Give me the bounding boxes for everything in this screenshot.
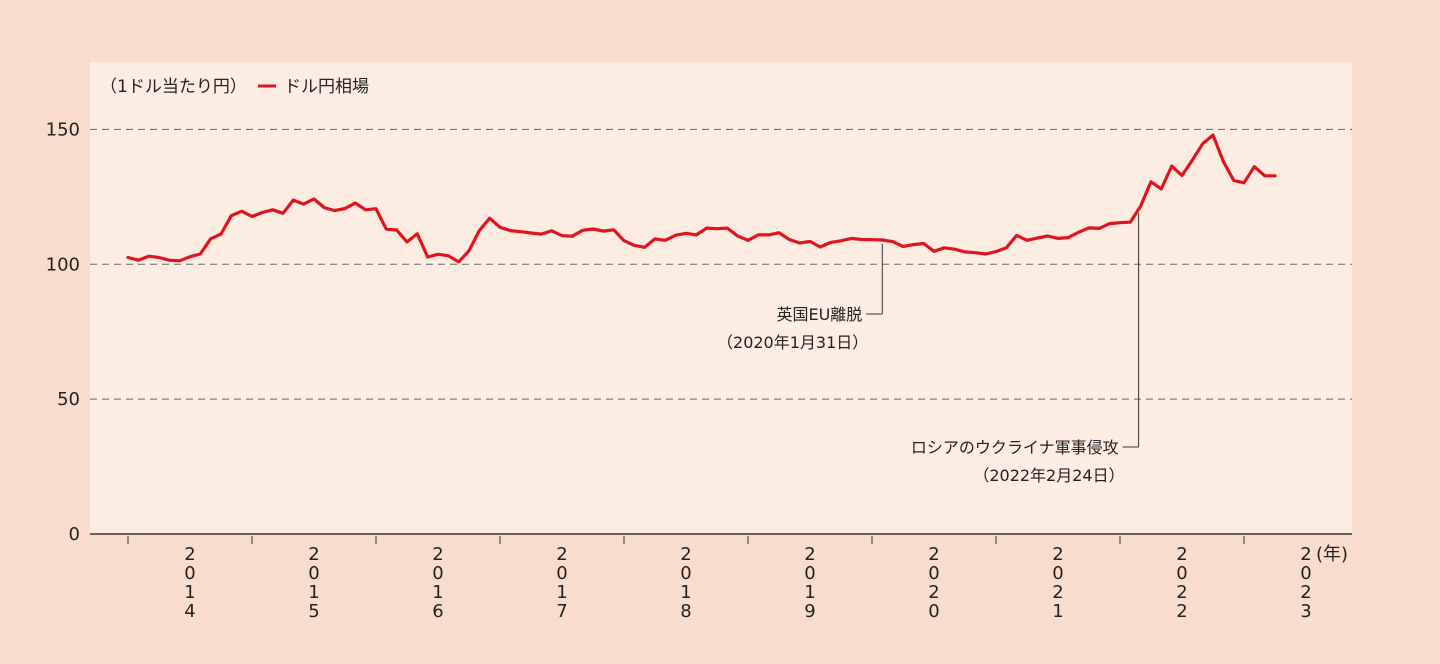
x-year-digit: 0 <box>1176 563 1187 584</box>
annotation-label: ロシアのウクライナ軍事侵攻 <box>911 438 1119 457</box>
x-year-digit: 2 <box>1052 582 1063 603</box>
x-year-digit: 0 <box>928 601 939 622</box>
x-year-digit: 2 <box>1176 544 1187 565</box>
x-year-digit: 1 <box>680 582 691 603</box>
plot-background <box>90 62 1352 534</box>
x-year-label: 2020 <box>928 544 939 622</box>
x-year-digit: 1 <box>184 582 195 603</box>
annotation-label: 英国EU離脱 <box>776 305 862 324</box>
x-year-digit: 0 <box>556 563 567 584</box>
x-unit-label: (年) <box>1316 544 1348 565</box>
x-year-digit: 2 <box>1176 582 1187 603</box>
x-year-digit: 6 <box>432 601 443 622</box>
x-year-digit: 2 <box>680 544 691 565</box>
x-year-digit: 1 <box>308 582 319 603</box>
x-year-label: 2022 <box>1176 544 1187 622</box>
y-tick-label: 50 <box>57 389 80 410</box>
axes: 0501001502014201520162017201820192020202… <box>46 119 1352 622</box>
x-year-digit: 8 <box>680 601 691 622</box>
x-year-digit: 2 <box>556 544 567 565</box>
x-year-digit: 4 <box>184 601 195 622</box>
annotations: 英国EU離脱 （2020年1月31日） ロシアのウクライナ軍事侵攻 （2022年2月2… <box>717 213 1140 485</box>
x-year-digit: 2 <box>1300 582 1311 603</box>
x-year-digit: 0 <box>432 563 443 584</box>
x-year-digit: 5 <box>308 601 319 622</box>
x-year-digit: 2 <box>308 544 319 565</box>
x-year-digit: 0 <box>928 563 939 584</box>
series-line <box>126 133 1277 264</box>
x-year-digit: 0 <box>184 563 195 584</box>
x-year-digit: 1 <box>804 582 815 603</box>
y-unit-label: （1ドル当たり円） <box>100 77 247 97</box>
x-year-digit: 0 <box>804 563 815 584</box>
y-tick-label: 100 <box>46 254 80 275</box>
legend-label: ドル円相場 <box>284 77 369 97</box>
x-year-digit: 2 <box>1176 601 1187 622</box>
legend: （1ドル当たり円） ドル円相場 <box>100 77 369 97</box>
series-layer <box>126 133 1277 264</box>
x-year-digit: 1 <box>1052 601 1063 622</box>
x-year-digit: 2 <box>804 544 815 565</box>
y-tick-label: 0 <box>69 524 80 545</box>
x-year-digit: 2 <box>1300 544 1311 565</box>
grid-lines <box>90 128 1352 400</box>
x-year-digit: 2 <box>432 544 443 565</box>
annotation-date: （2020年1月31日） <box>717 333 868 352</box>
x-year-digit: 0 <box>680 563 691 584</box>
annotation-date: （2022年2月24日） <box>973 466 1124 485</box>
x-year-digit: 3 <box>1300 601 1311 622</box>
x-year-digit: 7 <box>556 601 567 622</box>
x-year-digit: 0 <box>1300 563 1311 584</box>
x-year-digit: 9 <box>804 601 815 622</box>
y-tick-label: 150 <box>46 119 80 140</box>
x-year-digit: 1 <box>556 582 567 603</box>
x-year-digit: 1 <box>432 582 443 603</box>
x-year-digit: 2 <box>928 544 939 565</box>
x-year-digit: 2 <box>928 582 939 603</box>
x-year-digit: 2 <box>184 544 195 565</box>
x-year-digit: 0 <box>308 563 319 584</box>
x-year-digit: 2 <box>1052 544 1063 565</box>
x-year-digit: 0 <box>1052 563 1063 584</box>
